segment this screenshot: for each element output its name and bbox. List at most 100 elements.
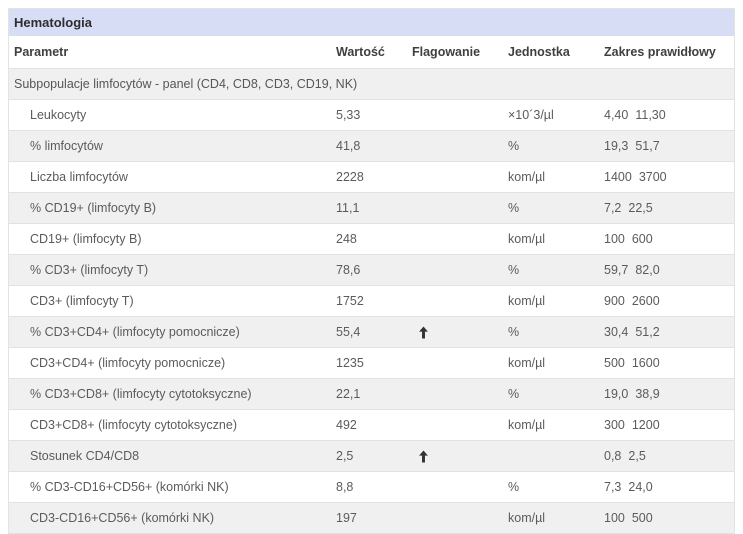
range-low: 7,2 xyxy=(604,201,622,215)
table-row: Leukocyty 5,33 ×10´3/µl 4,40 11,30 xyxy=(9,99,734,130)
section-title: Subpopulacje limfocytów - panel (CD4, CD… xyxy=(14,77,358,91)
unit-cell: kom/µl xyxy=(508,170,546,184)
range-low: 100 xyxy=(604,232,625,246)
column-header-zakres: Zakres prawidłowy xyxy=(604,45,716,59)
range-cell: 100 600 xyxy=(604,232,734,246)
param-cell: % CD3+ (limfocyty T) xyxy=(30,263,149,277)
table-header-row: Parametr Wartość Flagowanie Jednostka Za… xyxy=(9,36,734,68)
table-row: % CD3+CD4+ (limfocyty pomocnicze) 55,4% 30… xyxy=(9,316,734,347)
table-row: CD3+CD4+ (limfocyty pomocnicze) 1235 kom/µ… xyxy=(9,347,734,378)
range-cell: 19,0 38,9 xyxy=(604,387,734,401)
value-cell: 5,33 xyxy=(336,108,361,122)
flag-cell xyxy=(412,450,508,463)
range-high: 51,2 xyxy=(635,325,660,339)
range-low: 900 xyxy=(604,294,625,308)
range-high: 51,7 xyxy=(635,139,660,153)
range-high: 38,9 xyxy=(635,387,660,401)
range-low: 30,4 xyxy=(604,325,629,339)
value-cell: 78,6 xyxy=(336,263,361,277)
value-cell: 41,8 xyxy=(336,139,361,153)
range-cell: 7,3 24,0 xyxy=(604,480,734,494)
range-low: 100 xyxy=(604,511,625,525)
param-cell: % limfocytów xyxy=(30,139,103,153)
value-cell: 1235 xyxy=(336,356,364,370)
range-cell: 100 500 xyxy=(604,511,734,525)
range-high: 1600 xyxy=(631,356,660,370)
table-row: CD3-CD16+CD56+ (komórki NK) 197 kom/µl 100 5… xyxy=(9,502,734,533)
range-high: 600 xyxy=(631,232,653,246)
range-cell: 0,8 2,5 xyxy=(604,449,734,463)
range-low: 1400 xyxy=(604,170,632,184)
unit-cell: kom/µl xyxy=(508,294,546,308)
value-cell: 55,4 xyxy=(336,325,361,339)
range-cell: 1400 3700 xyxy=(604,170,734,184)
param-cell: CD3+CD8+ (limfocyty cytotoksyczne) xyxy=(30,418,238,432)
unit-cell: kom/µl xyxy=(508,232,546,246)
range-low: 0,8 xyxy=(604,449,622,463)
range-high: 82,0 xyxy=(635,263,660,277)
param-cell: % CD19+ (limfocyty B) xyxy=(30,201,157,215)
table-row: % CD19+ (limfocyty B) 11,1% 7,2 22,5 xyxy=(9,192,734,223)
table-row: CD3+ (limfocyty T) 1752 kom/µl 900 2600 xyxy=(9,285,734,316)
table-body: Leukocyty 5,33 ×10´3/µl 4,40 11,30 % limfocyt… xyxy=(9,99,734,533)
table-row: Liczba limfocytów 2228 kom/µl 1400 3700 xyxy=(9,161,734,192)
range-high: 22,5 xyxy=(628,201,653,215)
param-cell: CD3+CD4+ (limfocyty pomocnicze) xyxy=(30,356,226,370)
value-cell: 197 xyxy=(336,511,357,525)
param-cell: % CD3+CD8+ (limfocyty cytotoksyczne) xyxy=(30,387,252,401)
range-high: 11,30 xyxy=(635,108,666,122)
column-header-flagowanie: Flagowanie xyxy=(412,45,481,59)
range-high: 2600 xyxy=(631,294,660,308)
range-cell: 30,4 51,2 xyxy=(604,325,734,339)
value-cell: 1752 xyxy=(336,294,364,308)
range-high: 500 xyxy=(631,511,653,525)
panel-header: Hematologia xyxy=(9,9,734,36)
range-cell: 500 1600 xyxy=(604,356,734,370)
param-cell: % CD3+CD4+ (limfocyty pomocnicze) xyxy=(30,325,240,339)
unit-cell: ×10´3/µl xyxy=(508,108,554,122)
range-low: 19,3 xyxy=(604,139,629,153)
unit-cell: kom/µl xyxy=(508,356,546,370)
range-low: 500 xyxy=(604,356,625,370)
arrow-up-icon xyxy=(419,450,428,462)
column-header-parametr: Parametr xyxy=(14,45,69,59)
panel-title: Hematologia xyxy=(14,15,93,30)
param-cell: CD3+ (limfocyty T) xyxy=(30,294,134,308)
value-cell: 11,1 xyxy=(336,201,360,215)
table-row: % CD3+ (limfocyty T) 78,6% 59,7 82,0 xyxy=(9,254,734,285)
param-cell: CD19+ (limfocyty B) xyxy=(30,232,142,246)
range-cell: 19,3 51,7 xyxy=(604,139,734,153)
value-cell: 8,8 xyxy=(336,480,354,494)
section-header-row: Subpopulacje limfocytów - panel (CD4, CD… xyxy=(9,68,734,99)
value-cell: 2228 xyxy=(336,170,364,184)
range-cell: 300 1200 xyxy=(604,418,734,432)
table-row: % CD3-CD16+CD56+ (komórki NK) 8,8% 7,3 24,0 xyxy=(9,471,734,502)
range-low: 59,7 xyxy=(604,263,629,277)
param-cell: Stosunek CD4/CD8 xyxy=(30,449,140,463)
value-cell: 2,5 xyxy=(336,449,354,463)
value-cell: 22,1 xyxy=(336,387,361,401)
range-cell: 900 2600 xyxy=(604,294,734,308)
unit-cell: % xyxy=(508,201,520,215)
param-cell: % CD3-CD16+CD56+ (komórki NK) xyxy=(30,480,229,494)
value-cell: 492 xyxy=(336,418,357,432)
range-high: 24,0 xyxy=(628,480,653,494)
value-cell: 248 xyxy=(336,232,357,246)
unit-cell: kom/µl xyxy=(508,418,546,432)
unit-cell: % xyxy=(508,263,520,277)
table-row: % limfocytów 41,8% 19,3 51,7 xyxy=(9,130,734,161)
table-row: CD3+CD8+ (limfocyty cytotoksyczne) 492 kom… xyxy=(9,409,734,440)
range-high: 3700 xyxy=(638,170,667,184)
range-high: 2,5 xyxy=(628,449,646,463)
table-row: CD19+ (limfocyty B) 248 kom/µl 100 600 xyxy=(9,223,734,254)
range-low: 19,0 xyxy=(604,387,629,401)
hematology-results-panel: Hematologia Parametr Wartość Flagowanie … xyxy=(8,8,735,534)
unit-cell: % xyxy=(508,325,520,339)
range-high: 1200 xyxy=(631,418,660,432)
range-cell: 4,40 11,30 xyxy=(604,108,734,122)
column-header-jednostka: Jednostka xyxy=(508,45,570,59)
range-cell: 7,2 22,5 xyxy=(604,201,734,215)
table-row: Stosunek CD4/CD8 2,5 0,8 2,5 xyxy=(9,440,734,471)
range-low: 4,40 xyxy=(604,108,629,122)
range-cell: 59,7 82,0 xyxy=(604,263,734,277)
